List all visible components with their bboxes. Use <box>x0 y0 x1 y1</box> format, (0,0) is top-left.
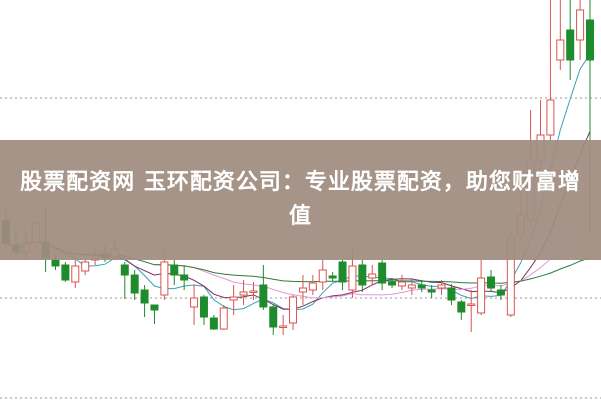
candle-down <box>388 281 397 286</box>
candle-up <box>477 277 486 314</box>
candle-down <box>457 301 466 313</box>
candle-up <box>546 99 555 136</box>
candle-down <box>427 289 436 293</box>
candle-down <box>338 261 347 283</box>
title-banner: 股票配资网 玉环配资公司：专业股票配资，助您财富增值 <box>0 140 601 260</box>
candle-down <box>120 264 129 276</box>
candle-up <box>318 269 327 283</box>
candle-up <box>368 273 377 279</box>
candle-up <box>249 290 258 293</box>
candle-up <box>397 281 406 287</box>
candle-down <box>378 262 387 284</box>
candle-up <box>190 297 199 308</box>
candle-down <box>130 274 139 294</box>
candle-down <box>209 317 218 330</box>
candle-down <box>199 296 208 318</box>
candle-up <box>229 296 238 301</box>
candle-down <box>566 29 575 61</box>
candle-up <box>576 9 585 41</box>
candle-down <box>447 287 456 301</box>
candle-up <box>289 296 298 324</box>
candle-down <box>328 275 337 279</box>
candle-up <box>556 39 565 61</box>
candle-up <box>407 284 416 289</box>
candle-down <box>61 264 70 281</box>
candle-down <box>417 284 426 289</box>
candle-down <box>358 264 367 286</box>
candle-up <box>279 325 288 328</box>
candle-down <box>51 259 60 267</box>
candle-up <box>160 261 169 296</box>
candle-down <box>496 289 505 296</box>
candle-down <box>269 306 278 328</box>
candle-down <box>487 276 496 289</box>
candle-up <box>348 265 357 291</box>
candle-down <box>170 264 179 276</box>
candle-down <box>259 284 268 308</box>
candle-up <box>437 284 446 289</box>
candle-up <box>239 291 248 296</box>
candle-up <box>308 282 317 291</box>
ma5-line <box>5 53 591 311</box>
candle-down <box>140 289 149 304</box>
candle-up <box>71 265 80 283</box>
candle-up <box>81 261 90 272</box>
candle-up <box>298 287 307 293</box>
candle-down <box>180 274 189 281</box>
candle-down <box>150 304 159 311</box>
candle-up <box>467 303 476 306</box>
candle-down <box>586 19 594 61</box>
candle-up <box>219 307 228 330</box>
article-title: 股票配资网 玉环配资公司：专业股票配资，助您财富增值 <box>20 170 581 229</box>
